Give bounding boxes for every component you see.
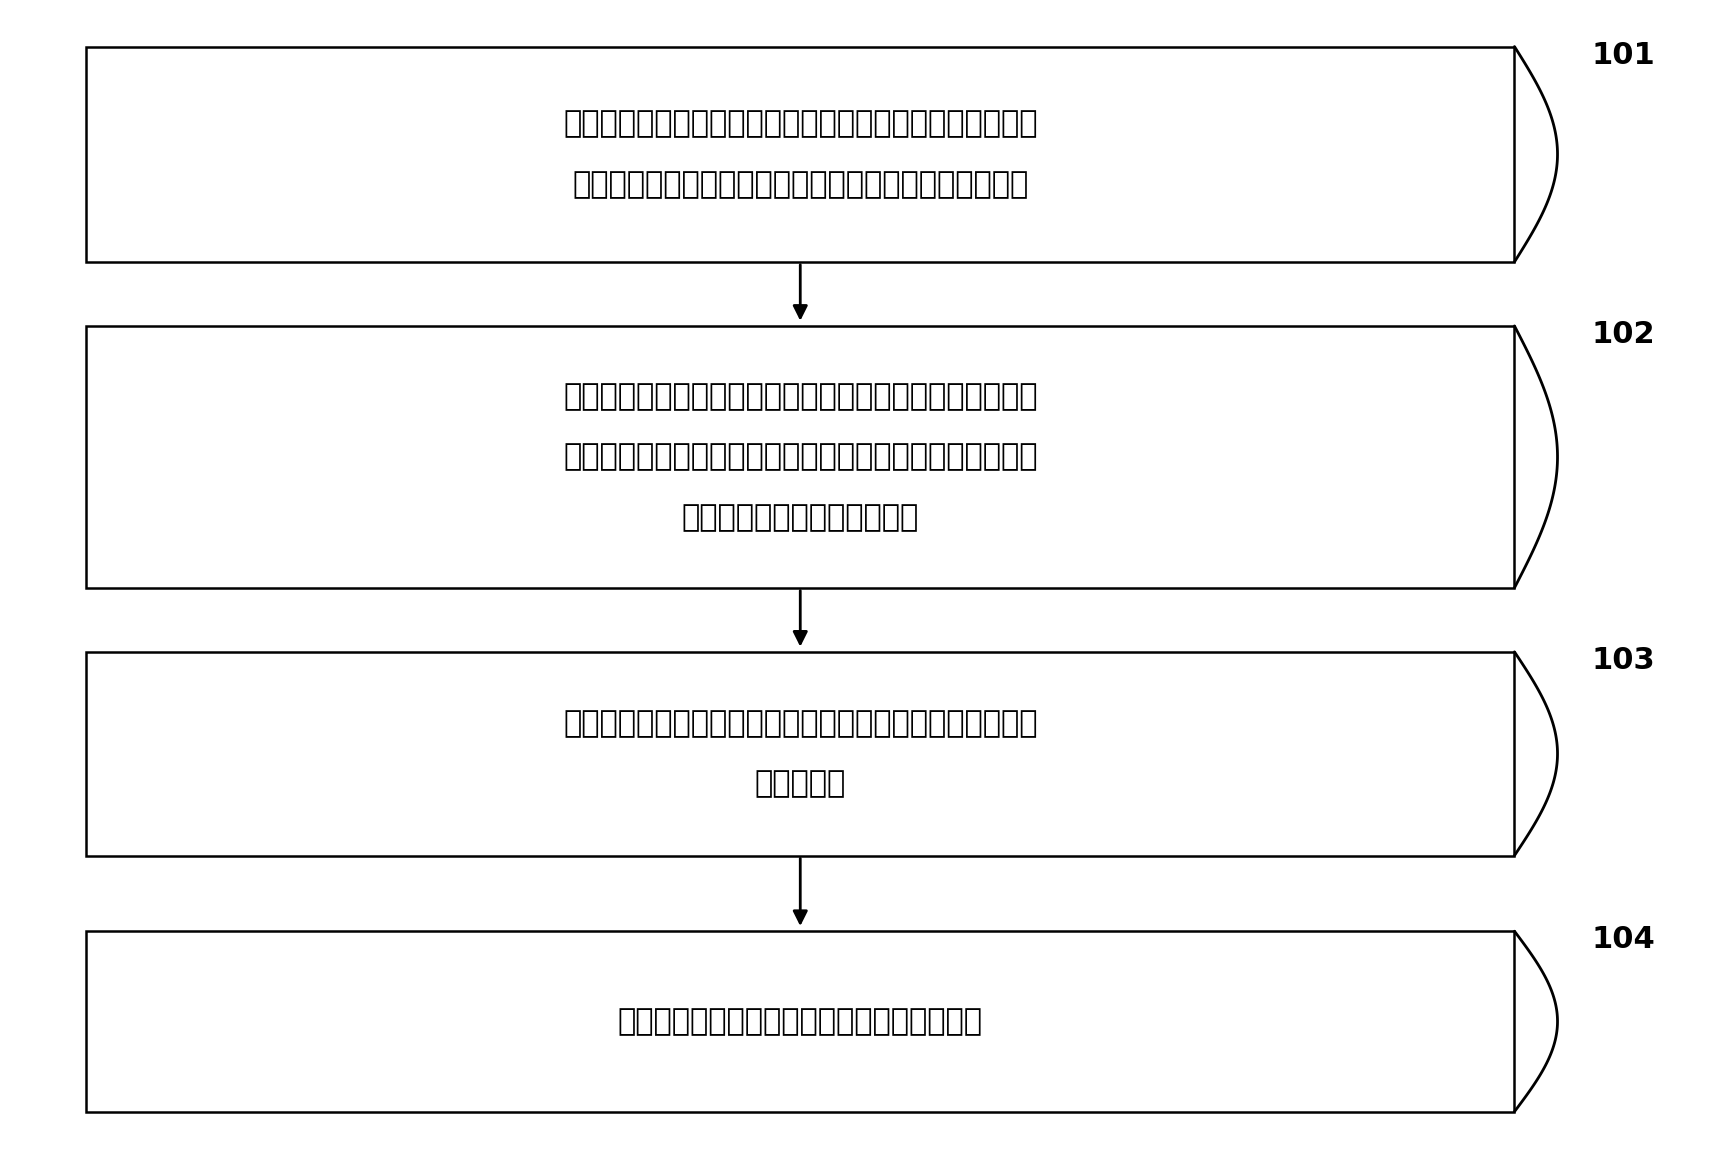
Text: 将待导入的目标地点信息导入后台管理系统中: 将待导入的目标地点信息导入后台管理系统中 — [618, 1007, 983, 1036]
FancyBboxPatch shape — [86, 47, 1514, 262]
Text: 待导入的地点信息的缺失信息: 待导入的地点信息的缺失信息 — [682, 503, 919, 532]
Text: 标地点信息: 标地点信息 — [754, 769, 847, 799]
Text: 102: 102 — [1592, 320, 1656, 349]
FancyBboxPatch shape — [86, 326, 1514, 588]
Text: 101: 101 — [1592, 41, 1656, 70]
Text: 在后台管理系统中未存储有与待导入的地点信息为同一地点: 在后台管理系统中未存储有与待导入的地点信息为同一地点 — [563, 382, 1038, 411]
FancyBboxPatch shape — [86, 652, 1514, 856]
Text: 103: 103 — [1592, 646, 1656, 675]
FancyBboxPatch shape — [86, 931, 1514, 1112]
Text: 中是否存储有与待导入的地点信息为同一地点的地点信息: 中是否存储有与待导入的地点信息为同一地点的地点信息 — [571, 170, 1029, 199]
Text: 的地点信息、且待导入的地点信息无需修正的情况下，获取: 的地点信息、且待导入的地点信息无需修正的情况下，获取 — [563, 442, 1038, 471]
Text: 104: 104 — [1592, 925, 1656, 954]
Text: 将缺失信息和待导入的地点信息进行融合，得到待导入的目: 将缺失信息和待导入的地点信息进行融合，得到待导入的目 — [563, 709, 1038, 738]
Text: 针对表单文件中每条待导入的地点信息，查询后台管理系统: 针对表单文件中每条待导入的地点信息，查询后台管理系统 — [563, 109, 1038, 139]
